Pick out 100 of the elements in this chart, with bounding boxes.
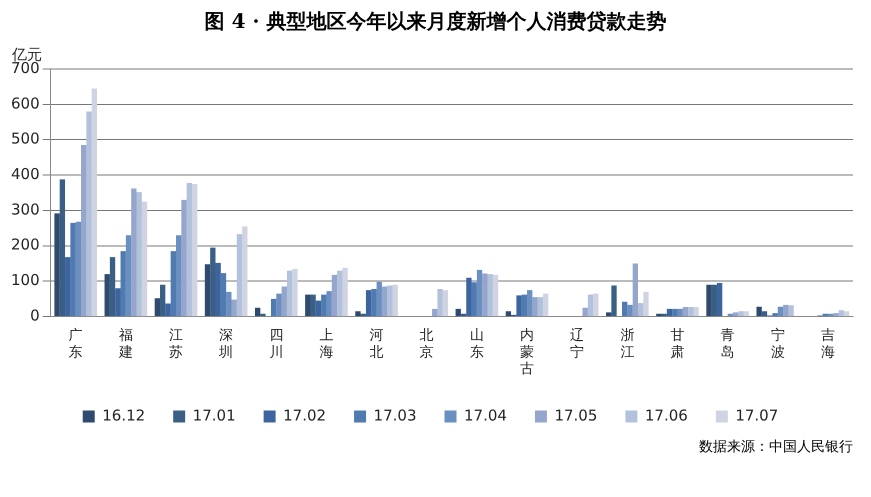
x-tick-label: 甘肃: [670, 328, 684, 360]
bar: [532, 297, 538, 316]
bar: [432, 308, 438, 316]
legend-label: 17.07: [735, 406, 778, 424]
bar: [756, 306, 762, 316]
legend-label: 17.05: [554, 406, 598, 424]
x-tick-label: 吉海: [820, 328, 835, 360]
x-tick-label: 青岛: [720, 328, 735, 360]
bar: [643, 292, 649, 316]
x-tick-label: 内蒙古: [520, 328, 534, 378]
x-tick-label: 河北: [370, 328, 384, 360]
bar: [716, 282, 722, 316]
bar: [588, 294, 594, 316]
x-tick-label: 深圳: [218, 328, 234, 360]
bar: [677, 308, 683, 316]
bar: [833, 313, 839, 316]
bar: [632, 264, 638, 316]
bar: [783, 304, 788, 316]
bar: [778, 306, 784, 316]
bar: [104, 274, 110, 316]
bar: [131, 188, 137, 316]
bar: [170, 251, 176, 316]
bar: [492, 274, 498, 316]
bar: [488, 274, 493, 316]
bar: [54, 213, 60, 316]
bar: [154, 298, 160, 316]
bar: [622, 302, 628, 316]
bar: [270, 298, 276, 316]
bar: [76, 222, 82, 316]
bar: [593, 294, 598, 316]
bar: [376, 282, 382, 316]
legend-label: 17.01: [192, 406, 236, 424]
chart-title: 图 4 · 典型地区今年以来月度新增个人消费贷款走势: [204, 8, 668, 35]
bar: [506, 311, 512, 316]
bar: [744, 311, 749, 316]
bar: [110, 257, 116, 316]
x-tick-label: 上海: [319, 328, 334, 360]
bar: [442, 290, 448, 316]
legend-label: 16.12: [102, 406, 146, 424]
bar: [60, 179, 66, 316]
x-tick-label: 江苏: [169, 328, 183, 360]
bar: [472, 282, 477, 316]
bar: [466, 278, 472, 316]
y-tick-label: 300: [10, 200, 40, 218]
bar: [772, 313, 778, 316]
bar: [305, 294, 310, 316]
bar: [321, 294, 326, 316]
bar: [326, 291, 332, 316]
y-tick-label: 600: [10, 94, 40, 112]
legend-label: 17.06: [644, 406, 688, 424]
bar: [215, 262, 221, 316]
bar: [387, 285, 393, 316]
bar: [254, 308, 260, 316]
bar: [242, 226, 248, 316]
bar: [120, 251, 126, 316]
bar: [316, 300, 322, 316]
bar: [543, 294, 548, 316]
x-tick-label: 宁波: [770, 328, 785, 360]
bar: [115, 288, 121, 316]
bar: [371, 289, 377, 316]
bar: [142, 202, 148, 316]
bar: [706, 284, 712, 316]
bar: [437, 289, 443, 316]
bar: [282, 286, 287, 316]
bar: [682, 307, 688, 316]
bar: [81, 145, 86, 316]
bar: [210, 248, 216, 316]
y-tick-label: 100: [10, 271, 40, 290]
bar: [527, 290, 532, 316]
bar: [638, 303, 644, 316]
x-tick-label: 北京: [420, 328, 434, 360]
bar: [160, 284, 166, 316]
bar: [788, 305, 794, 316]
bar: [176, 235, 182, 316]
bar: [220, 273, 226, 316]
bar: [276, 294, 282, 316]
bar: [236, 234, 242, 316]
bar: [476, 270, 482, 316]
bar: [332, 274, 338, 316]
legend-label: 17.02: [283, 406, 326, 424]
bar: [538, 297, 544, 316]
bar: [92, 88, 98, 316]
bar: [456, 308, 461, 316]
y-tick-label: 0: [30, 306, 40, 324]
x-tick-label: 辽宁: [570, 328, 584, 360]
bar: [712, 284, 717, 316]
bar: [627, 304, 633, 316]
bar: [582, 308, 588, 316]
bar: [666, 308, 672, 316]
bar: [192, 184, 198, 316]
bar: [126, 235, 132, 316]
bar: [522, 294, 528, 316]
bar: [186, 182, 192, 316]
bar: [392, 284, 398, 316]
bar: [86, 111, 92, 316]
x-tick-label: 四川: [269, 328, 284, 360]
bar: [672, 308, 678, 316]
legend-label: 17.04: [464, 406, 507, 424]
x-tick-label: 广东: [68, 328, 83, 360]
legend-label: 17.03: [374, 406, 417, 424]
